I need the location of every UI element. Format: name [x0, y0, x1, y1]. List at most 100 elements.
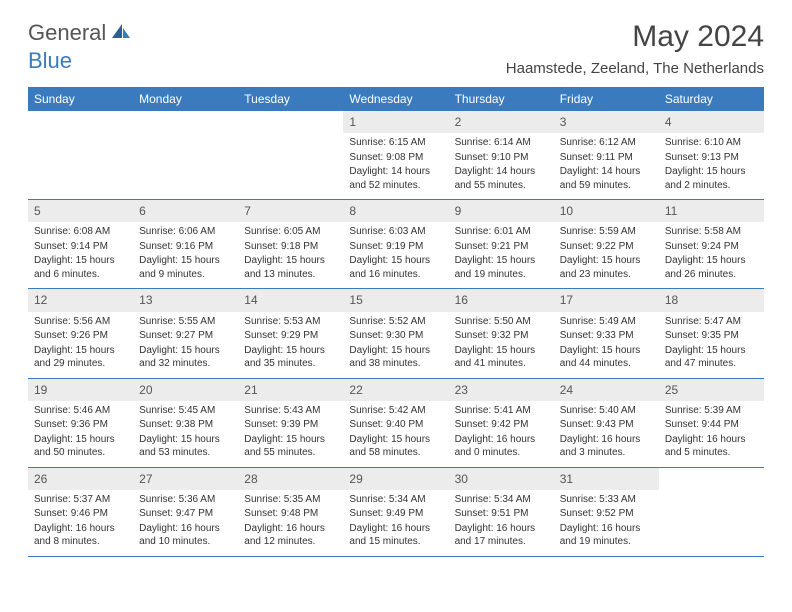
day-cell: 30Sunrise: 5:34 AMSunset: 9:51 PMDayligh…	[449, 468, 554, 556]
day-body: Sunrise: 6:10 AMSunset: 9:13 PMDaylight:…	[659, 133, 764, 199]
day-cell: 16Sunrise: 5:50 AMSunset: 9:32 PMDayligh…	[449, 289, 554, 377]
daylight-text: Daylight: 16 hours and 15 minutes.	[349, 522, 442, 549]
daylight-text: Daylight: 15 hours and 9 minutes.	[139, 254, 232, 281]
sunrise-text: Sunrise: 5:49 AM	[560, 315, 653, 329]
sunset-text: Sunset: 9:46 PM	[34, 507, 127, 521]
week-row: ...1Sunrise: 6:15 AMSunset: 9:08 PMDayli…	[28, 111, 764, 200]
day-number: 24	[554, 379, 659, 401]
day-number: 28	[238, 468, 343, 490]
sunset-text: Sunset: 9:19 PM	[349, 240, 442, 254]
daylight-text: Daylight: 15 hours and 19 minutes.	[455, 254, 548, 281]
sunset-text: Sunset: 9:52 PM	[560, 507, 653, 521]
sunset-text: Sunset: 9:40 PM	[349, 418, 442, 432]
day-cell: 11Sunrise: 5:58 AMSunset: 9:24 PMDayligh…	[659, 200, 764, 288]
sunset-text: Sunset: 9:35 PM	[665, 329, 758, 343]
weekday-header-row: SundayMondayTuesdayWednesdayThursdayFrid…	[28, 87, 764, 111]
daylight-text: Daylight: 15 hours and 32 minutes.	[139, 344, 232, 371]
daylight-text: Daylight: 15 hours and 26 minutes.	[665, 254, 758, 281]
day-body: Sunrise: 5:50 AMSunset: 9:32 PMDaylight:…	[449, 312, 554, 378]
calendar: SundayMondayTuesdayWednesdayThursdayFrid…	[28, 87, 764, 557]
day-number: 4	[659, 111, 764, 133]
daylight-text: Daylight: 16 hours and 5 minutes.	[665, 433, 758, 460]
daylight-text: Daylight: 15 hours and 2 minutes.	[665, 165, 758, 192]
day-cell: .	[133, 111, 238, 199]
day-body: Sunrise: 6:05 AMSunset: 9:18 PMDaylight:…	[238, 222, 343, 288]
daylight-text: Daylight: 15 hours and 13 minutes.	[244, 254, 337, 281]
sunrise-text: Sunrise: 5:37 AM	[34, 493, 127, 507]
title-block: May 2024 Haamstede, Zeeland, The Netherl…	[506, 20, 764, 77]
day-number: 8	[343, 200, 448, 222]
week-row: 12Sunrise: 5:56 AMSunset: 9:26 PMDayligh…	[28, 289, 764, 378]
logo-general: General	[28, 20, 106, 46]
daylight-text: Daylight: 15 hours and 58 minutes.	[349, 433, 442, 460]
sunset-text: Sunset: 9:47 PM	[139, 507, 232, 521]
day-body: Sunrise: 5:40 AMSunset: 9:43 PMDaylight:…	[554, 401, 659, 467]
sunrise-text: Sunrise: 5:52 AM	[349, 315, 442, 329]
day-cell: 7Sunrise: 6:05 AMSunset: 9:18 PMDaylight…	[238, 200, 343, 288]
day-cell: 17Sunrise: 5:49 AMSunset: 9:33 PMDayligh…	[554, 289, 659, 377]
day-cell: 26 Sunrise: 5:37 AMSunset: 9:46 PMDayligh…	[28, 468, 133, 556]
sunrise-text: Sunrise: 6:14 AM	[455, 136, 548, 150]
day-body: Sunrise: 6:01 AMSunset: 9:21 PMDaylight:…	[449, 222, 554, 288]
day-number: 26	[28, 468, 133, 490]
day-body: Sunrise: 5:35 AMSunset: 9:48 PMDaylight:…	[238, 490, 343, 556]
week-row: 26Sunrise: 5:37 AMSunset: 9:46 PMDayligh…	[28, 468, 764, 557]
day-body: Sunrise: 5:39 AMSunset: 9:44 PMDaylight:…	[659, 401, 764, 467]
day-cell: 14Sunrise: 5:53 AMSunset: 9:29 PMDayligh…	[238, 289, 343, 377]
day-body: Sunrise: 5:49 AMSunset: 9:33 PMDaylight:…	[554, 312, 659, 378]
day-number: 16	[449, 289, 554, 311]
sunrise-text: Sunrise: 6:05 AM	[244, 225, 337, 239]
day-number: 30	[449, 468, 554, 490]
day-cell: 29Sunrise: 5:34 AMSunset: 9:49 PMDayligh…	[343, 468, 448, 556]
daylight-text: Daylight: 14 hours and 52 minutes.	[349, 165, 442, 192]
sunset-text: Sunset: 9:29 PM	[244, 329, 337, 343]
daylight-text: Daylight: 14 hours and 55 minutes.	[455, 165, 548, 192]
day-body: Sunrise: 5:41 AMSunset: 9:42 PMDaylight:…	[449, 401, 554, 467]
day-body: Sunrise: 6:03 AMSunset: 9:19 PMDaylight:…	[343, 222, 448, 288]
logo-sail-icon	[110, 22, 132, 45]
day-cell: 15Sunrise: 5:52 AMSunset: 9:30 PMDayligh…	[343, 289, 448, 377]
day-body: Sunrise: 5:56 AMSunset: 9:26 PMDaylight:…	[28, 312, 133, 378]
sunset-text: Sunset: 9:27 PM	[139, 329, 232, 343]
daylight-text: Daylight: 15 hours and 29 minutes.	[34, 344, 127, 371]
sunrise-text: Sunrise: 5:43 AM	[244, 404, 337, 418]
daylight-text: Daylight: 16 hours and 3 minutes.	[560, 433, 653, 460]
daylight-text: Daylight: 16 hours and 8 minutes.	[34, 522, 127, 549]
weekday-header: Wednesday	[343, 87, 448, 111]
day-cell: 3Sunrise: 6:12 AMSunset: 9:11 PMDaylight…	[554, 111, 659, 199]
sunset-text: Sunset: 9:44 PM	[665, 418, 758, 432]
sunrise-text: Sunrise: 5:45 AM	[139, 404, 232, 418]
day-cell: 20Sunrise: 5:45 AMSunset: 9:38 PMDayligh…	[133, 379, 238, 467]
weekday-header: Friday	[554, 87, 659, 111]
sunset-text: Sunset: 9:16 PM	[139, 240, 232, 254]
sunset-text: Sunset: 9:33 PM	[560, 329, 653, 343]
day-body: Sunrise: 5:46 AMSunset: 9:36 PMDaylight:…	[28, 401, 133, 467]
day-cell: 19Sunrise: 5:46 AMSunset: 9:36 PMDayligh…	[28, 379, 133, 467]
daylight-text: Daylight: 16 hours and 19 minutes.	[560, 522, 653, 549]
sunset-text: Sunset: 9:08 PM	[349, 151, 442, 165]
day-number: 14	[238, 289, 343, 311]
day-body: Sunrise: 5:53 AMSunset: 9:29 PMDaylight:…	[238, 312, 343, 378]
day-number: 23	[449, 379, 554, 401]
sunrise-text: Sunrise: 6:01 AM	[455, 225, 548, 239]
sunrise-text: Sunrise: 5:40 AM	[560, 404, 653, 418]
day-number: 22	[343, 379, 448, 401]
daylight-text: Daylight: 15 hours and 55 minutes.	[244, 433, 337, 460]
sunset-text: Sunset: 9:36 PM	[34, 418, 127, 432]
sunset-text: Sunset: 9:26 PM	[34, 329, 127, 343]
day-cell: 6Sunrise: 6:06 AMSunset: 9:16 PMDaylight…	[133, 200, 238, 288]
sunset-text: Sunset: 9:21 PM	[455, 240, 548, 254]
day-body: Sunrise: 5:34 AMSunset: 9:49 PMDaylight:…	[343, 490, 448, 556]
sunset-text: Sunset: 9:51 PM	[455, 507, 548, 521]
sunset-text: Sunset: 9:48 PM	[244, 507, 337, 521]
day-body: Sunrise: 5:55 AMSunset: 9:27 PMDaylight:…	[133, 312, 238, 378]
daylight-text: Daylight: 14 hours and 59 minutes.	[560, 165, 653, 192]
day-number: 3	[554, 111, 659, 133]
day-cell: .	[659, 468, 764, 556]
day-number: 2	[449, 111, 554, 133]
day-body: Sunrise: 6:06 AMSunset: 9:16 PMDaylight:…	[133, 222, 238, 288]
day-number: 5	[28, 200, 133, 222]
sunrise-text: Sunrise: 5:35 AM	[244, 493, 337, 507]
day-body: Sunrise: 6:15 AMSunset: 9:08 PMDaylight:…	[343, 133, 448, 199]
day-body: Sunrise: 5:59 AMSunset: 9:22 PMDaylight:…	[554, 222, 659, 288]
